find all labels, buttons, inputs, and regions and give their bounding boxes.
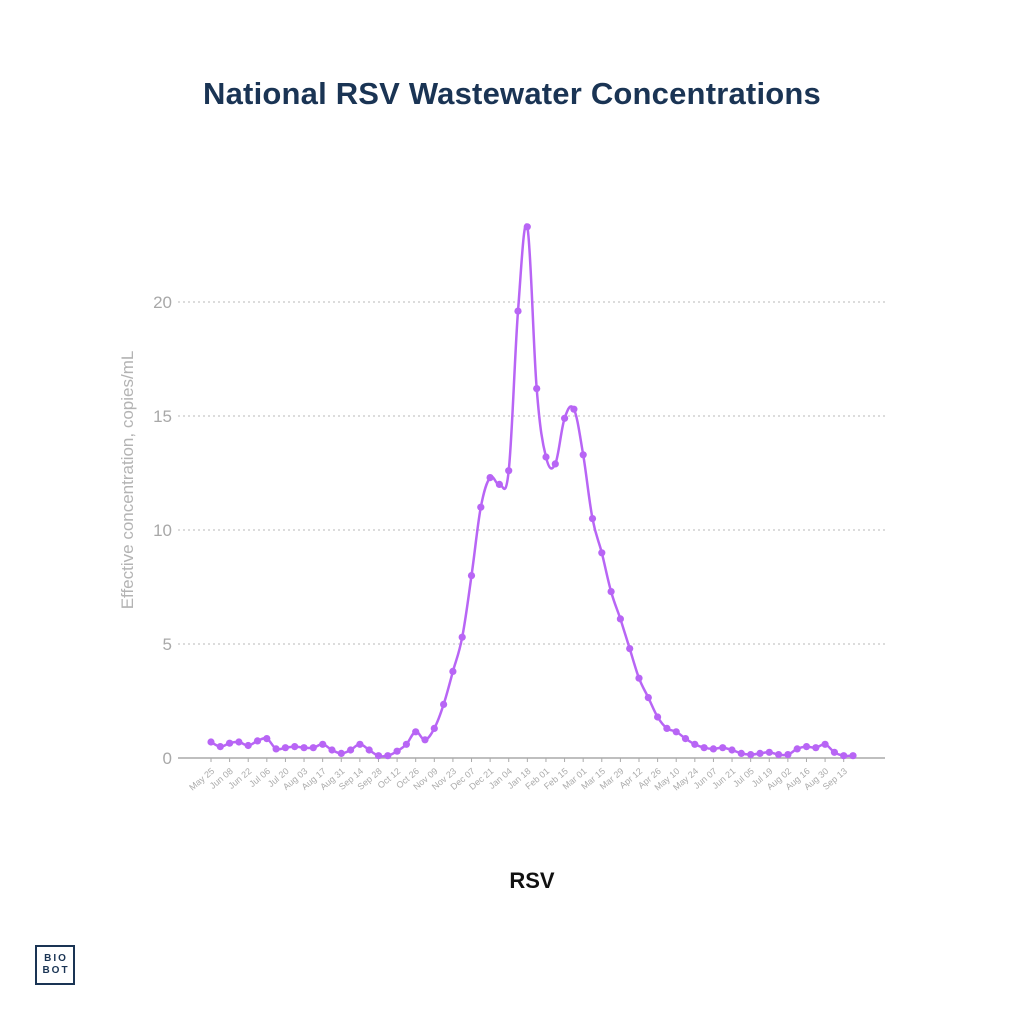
- y-tick-label: 20: [153, 293, 172, 312]
- data-point[interactable]: [374, 752, 383, 760]
- data-point[interactable]: [309, 744, 317, 752]
- data-point[interactable]: [654, 713, 662, 721]
- data-point[interactable]: [393, 747, 401, 755]
- data-point[interactable]: [849, 752, 857, 760]
- data-point[interactable]: [300, 744, 308, 752]
- logo-line-2: BOT: [42, 965, 70, 976]
- biobot-logo: BIO BOT: [35, 945, 75, 985]
- data-point[interactable]: [840, 752, 848, 760]
- data-point[interactable]: [449, 667, 457, 676]
- data-point[interactable]: [347, 746, 355, 754]
- data-point[interactable]: [402, 740, 410, 748]
- data-point[interactable]: [709, 745, 718, 753]
- data-point[interactable]: [616, 615, 625, 623]
- data-point[interactable]: [412, 728, 420, 736]
- y-axis-ticks: 0 5 10 15 20: [153, 293, 172, 768]
- data-point[interactable]: [775, 751, 783, 759]
- series-line-rsv: [209, 223, 855, 758]
- data-point[interactable]: [467, 572, 476, 580]
- data-point[interactable]: [384, 752, 392, 760]
- data-point[interactable]: [244, 741, 252, 750]
- logo-line-1: BIO: [44, 953, 68, 964]
- data-point[interactable]: [542, 453, 550, 461]
- data-point[interactable]: [458, 633, 466, 641]
- data-point[interactable]: [663, 724, 671, 733]
- data-point[interactable]: [430, 724, 438, 733]
- chart-title: National RSV Wastewater Concentrations: [203, 76, 821, 111]
- data-point[interactable]: [207, 738, 215, 746]
- y-tick-label: 15: [153, 407, 172, 426]
- data-point[interactable]: [756, 749, 764, 758]
- y-axis-label: Effective concentration, copies/mL: [118, 351, 137, 610]
- data-point[interactable]: [421, 736, 429, 744]
- data-point[interactable]: [291, 743, 299, 751]
- data-point[interactable]: [319, 740, 327, 748]
- data-point[interactable]: [356, 740, 364, 748]
- data-point[interactable]: [505, 467, 513, 475]
- data-point[interactable]: [561, 414, 569, 422]
- data-point[interactable]: [821, 740, 829, 748]
- data-point[interactable]: [719, 744, 727, 752]
- data-point[interactable]: [495, 480, 503, 488]
- data-point[interactable]: [253, 737, 262, 745]
- data-point[interactable]: [598, 549, 606, 557]
- data-point[interactable]: [514, 307, 522, 315]
- data-point[interactable]: [216, 743, 224, 751]
- data-point[interactable]: [830, 748, 839, 756]
- data-point[interactable]: [226, 739, 234, 747]
- data-point[interactable]: [607, 588, 615, 596]
- data-point[interactable]: [263, 735, 271, 743]
- data-point[interactable]: [793, 745, 801, 753]
- data-point[interactable]: [328, 746, 336, 754]
- data-point[interactable]: [765, 748, 773, 756]
- data-point[interactable]: [570, 405, 578, 413]
- data-point[interactable]: [635, 674, 643, 682]
- series-points: [207, 223, 857, 760]
- data-point[interactable]: [533, 385, 541, 393]
- data-point[interactable]: [728, 746, 736, 754]
- data-point[interactable]: [691, 740, 699, 748]
- data-point[interactable]: [737, 749, 745, 758]
- data-point[interactable]: [672, 728, 680, 736]
- data-point[interactable]: [440, 700, 448, 709]
- data-point[interactable]: [588, 515, 597, 523]
- data-point[interactable]: [272, 745, 280, 753]
- data-point[interactable]: [812, 744, 820, 752]
- y-tick-label: 10: [153, 521, 172, 540]
- legend-label: RSV: [509, 868, 555, 893]
- data-point[interactable]: [551, 460, 559, 468]
- data-point[interactable]: [747, 751, 755, 759]
- data-point[interactable]: [700, 744, 708, 752]
- y-tick-label: 0: [163, 749, 172, 768]
- data-point[interactable]: [579, 451, 587, 459]
- data-point[interactable]: [486, 474, 494, 482]
- data-point[interactable]: [365, 746, 373, 754]
- data-point[interactable]: [235, 738, 243, 746]
- data-point[interactable]: [337, 749, 345, 758]
- grid-lines: [178, 301, 885, 645]
- data-point[interactable]: [681, 735, 690, 743]
- data-point[interactable]: [477, 503, 485, 511]
- data-point[interactable]: [281, 744, 289, 752]
- data-point[interactable]: [784, 751, 792, 759]
- y-tick-label: 5: [163, 635, 172, 654]
- data-point[interactable]: [644, 694, 652, 702]
- data-point[interactable]: [523, 223, 531, 231]
- data-point[interactable]: [626, 645, 634, 653]
- data-point[interactable]: [802, 743, 811, 751]
